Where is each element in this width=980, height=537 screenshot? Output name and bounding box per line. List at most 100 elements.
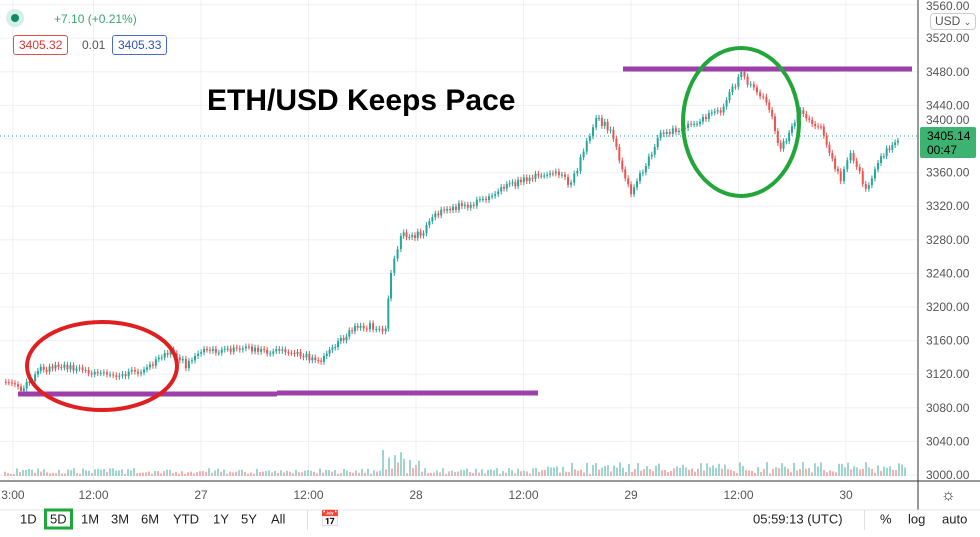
volume-bar [442, 468, 444, 476]
candle-body [543, 175, 546, 177]
volume-bar [634, 469, 636, 476]
timeframe-1m[interactable]: 1M [81, 511, 100, 527]
candle-body [573, 173, 576, 183]
candle-body [208, 349, 211, 351]
candle-body [206, 349, 209, 351]
volume-bar [535, 468, 537, 476]
candle-body [384, 328, 387, 332]
volume-bar [292, 473, 294, 476]
volume-bar [385, 469, 387, 476]
candle-body [449, 209, 452, 211]
candle-body [656, 137, 659, 147]
timeframe-5y[interactable]: 5Y [241, 511, 257, 527]
volume-bar [475, 468, 477, 476]
volume-bar [745, 470, 747, 476]
volume-bar [523, 470, 525, 476]
candle-body [870, 178, 873, 186]
currency-select[interactable]: USD ⌄ [930, 13, 977, 30]
candle-body [779, 143, 782, 149]
volume-bar [121, 469, 123, 476]
bid-price[interactable]: 3405.32 [13, 35, 69, 55]
timeframe-6m[interactable]: 6M [141, 511, 160, 527]
timeframe-1d[interactable]: 1D [20, 511, 37, 527]
volume-bar [706, 463, 708, 476]
settings-sun-icon[interactable]: ☼ [941, 487, 956, 504]
timeframe-ytd[interactable]: YTD [173, 511, 199, 527]
candle-body [528, 177, 531, 182]
volume-bar [769, 473, 771, 476]
timeframe-all[interactable]: All [271, 511, 286, 527]
candle-body [563, 174, 566, 178]
volume-bar [577, 470, 579, 476]
timeframe-5d[interactable]: 5D [44, 508, 73, 530]
high-range-circle [681, 46, 801, 198]
candle-body [57, 364, 60, 368]
volume-bar [877, 465, 879, 476]
currency-label: USD [935, 14, 961, 28]
volume-bar [358, 472, 360, 476]
volume-bar [73, 468, 75, 476]
candle-body [641, 172, 644, 174]
volume-bar [193, 473, 195, 476]
candle-body [765, 96, 768, 103]
candle-body [375, 329, 378, 331]
volume-bar [805, 468, 807, 476]
candle-body [762, 96, 765, 98]
candle-body [497, 191, 500, 195]
volume-bar [97, 468, 99, 476]
candle-body [728, 92, 731, 101]
candle-body [393, 258, 396, 273]
candle-body [260, 349, 263, 352]
low-range-circle [25, 320, 179, 412]
utc-clock[interactable]: 05:59:13 (UTC) [753, 511, 843, 527]
price-tick-label: 3280.00 [926, 233, 970, 247]
candle-body [698, 121, 701, 124]
volume-bar [244, 471, 246, 476]
volume-bar [127, 469, 129, 476]
candle-body [802, 110, 805, 114]
volume-bar [31, 469, 33, 476]
candle-body [381, 328, 384, 332]
volume-bar [520, 471, 522, 476]
volume-bar [454, 472, 456, 476]
candle-body [16, 384, 19, 387]
candle-body [275, 349, 278, 352]
candle-body [546, 174, 549, 176]
candle-body [598, 117, 601, 119]
candle-body [281, 349, 284, 351]
candle-body [472, 204, 475, 206]
candle-body [413, 235, 416, 238]
candle-body [534, 173, 537, 179]
volume-bar [4, 471, 6, 476]
volume-bar [70, 470, 72, 476]
candle-body [814, 124, 817, 127]
volume-bar [250, 472, 252, 476]
timeframe-3m[interactable]: 3M [111, 511, 130, 527]
price-axis[interactable]: 3000.00 3040.00 3080.00 3120.00 3160.00 3200.… [926, 0, 970, 482]
log-scale-toggle[interactable]: log [908, 511, 926, 527]
volume-bar [595, 463, 597, 476]
candle-body [20, 386, 23, 392]
volume-bar [598, 469, 600, 476]
time-tick-label: 28 [409, 488, 423, 502]
volume-bar [637, 462, 639, 476]
percent-scale-toggle[interactable]: % [880, 511, 892, 527]
volume-bar [382, 449, 384, 476]
volume-bar [379, 470, 381, 476]
candle-body [244, 346, 247, 349]
candle-body [317, 360, 320, 362]
volume-bar [763, 469, 765, 476]
candle-body [822, 126, 825, 136]
volume-bar [754, 472, 756, 476]
ask-price[interactable]: 3405.33 [112, 35, 168, 55]
time-axis[interactable]: 3:00 12:00 27 12:00 28 12:00 29 12:00 30 [1, 488, 853, 502]
timeframe-1y[interactable]: 1Y [213, 511, 229, 527]
auto-scale-toggle[interactable]: auto [942, 511, 968, 527]
volume-bar [691, 468, 693, 476]
candle-body [612, 129, 615, 139]
candle-body [34, 374, 37, 382]
date-range-calendar-icon[interactable]: 📅 [320, 511, 340, 528]
volume-bar [235, 471, 237, 476]
volume-bar [283, 472, 285, 476]
